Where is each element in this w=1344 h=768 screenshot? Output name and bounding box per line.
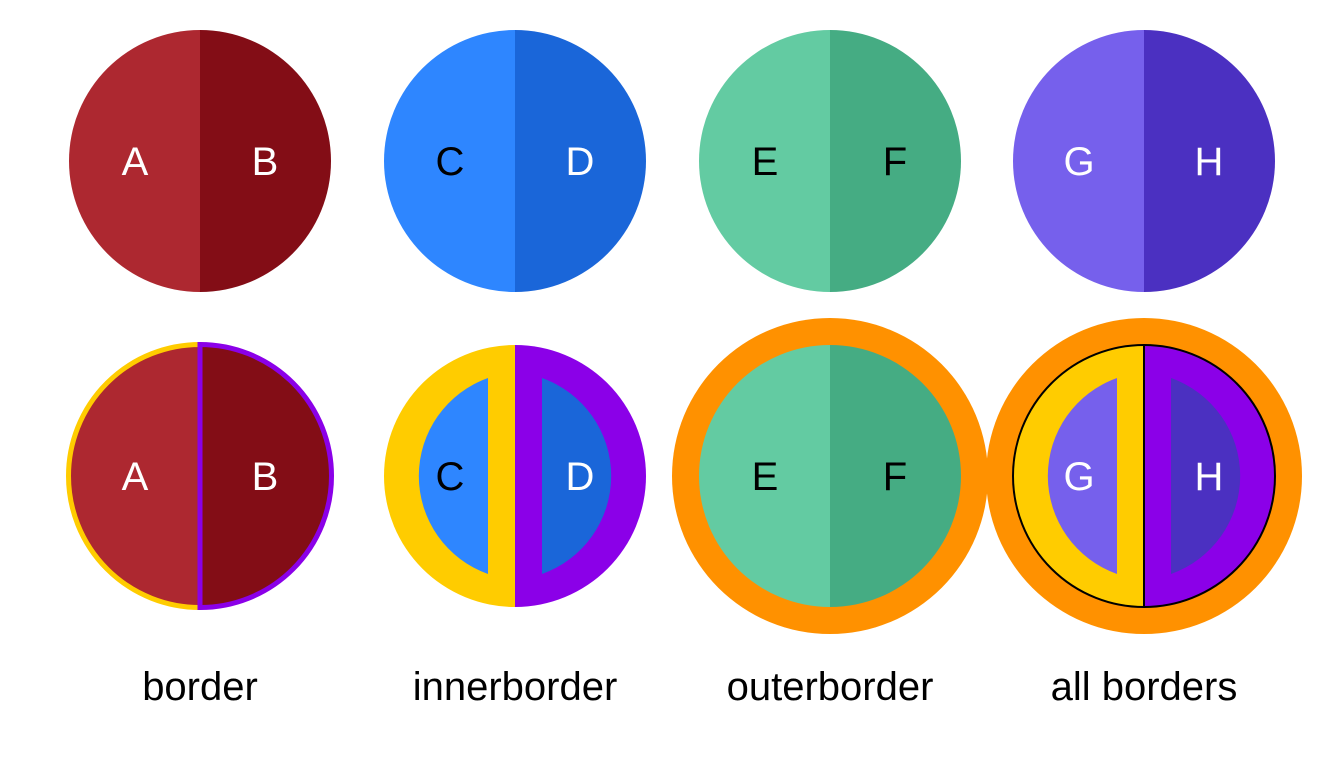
slice-label-c: C bbox=[436, 455, 465, 499]
slice-label-h: H bbox=[1195, 455, 1224, 499]
slice-h bbox=[1144, 30, 1275, 292]
slice-f bbox=[830, 30, 961, 292]
slice-label-e: E bbox=[752, 455, 779, 499]
slice-a bbox=[69, 345, 200, 607]
slice-a bbox=[69, 30, 200, 292]
slice-label-g: G bbox=[1063, 140, 1094, 184]
border-a bbox=[66, 341, 203, 611]
slice-g bbox=[1047, 378, 1117, 574]
slice-label-b: B bbox=[252, 140, 279, 184]
slice-label-g: G bbox=[1063, 455, 1094, 499]
caption-row: border innerborder outerborder all borde… bbox=[142, 665, 1237, 709]
slice-c bbox=[418, 378, 488, 574]
slice-d bbox=[542, 378, 612, 574]
slice-label-d: D bbox=[566, 455, 595, 499]
caption-all-borders: all borders bbox=[1051, 665, 1238, 709]
slice-f bbox=[830, 345, 961, 607]
caption-border: border bbox=[142, 665, 258, 709]
slice-c bbox=[384, 30, 515, 292]
slice-b bbox=[200, 30, 331, 292]
slice-label-e: E bbox=[752, 140, 779, 184]
slice-label-a: A bbox=[122, 455, 149, 499]
caption-outerborder: outerborder bbox=[727, 665, 934, 709]
slice-label-b: B bbox=[252, 455, 279, 499]
slice-label-f: F bbox=[883, 140, 907, 184]
slice-e bbox=[699, 30, 830, 292]
caption-innerborder: innerborder bbox=[413, 665, 618, 709]
slice-g bbox=[1013, 30, 1144, 292]
slice-b bbox=[200, 345, 331, 607]
slice-e bbox=[699, 345, 830, 607]
slice-label-c: C bbox=[436, 140, 465, 184]
slice-label-d: D bbox=[566, 140, 595, 184]
slice-label-h: H bbox=[1195, 140, 1224, 184]
border-b bbox=[197, 341, 334, 611]
slice-h bbox=[1171, 378, 1241, 574]
slice-label-a: A bbox=[122, 140, 149, 184]
pie-grid: A B C D E F G HA B C D E F G H bbox=[66, 30, 1302, 634]
slice-d bbox=[515, 30, 646, 292]
slice-label-f: F bbox=[883, 455, 907, 499]
